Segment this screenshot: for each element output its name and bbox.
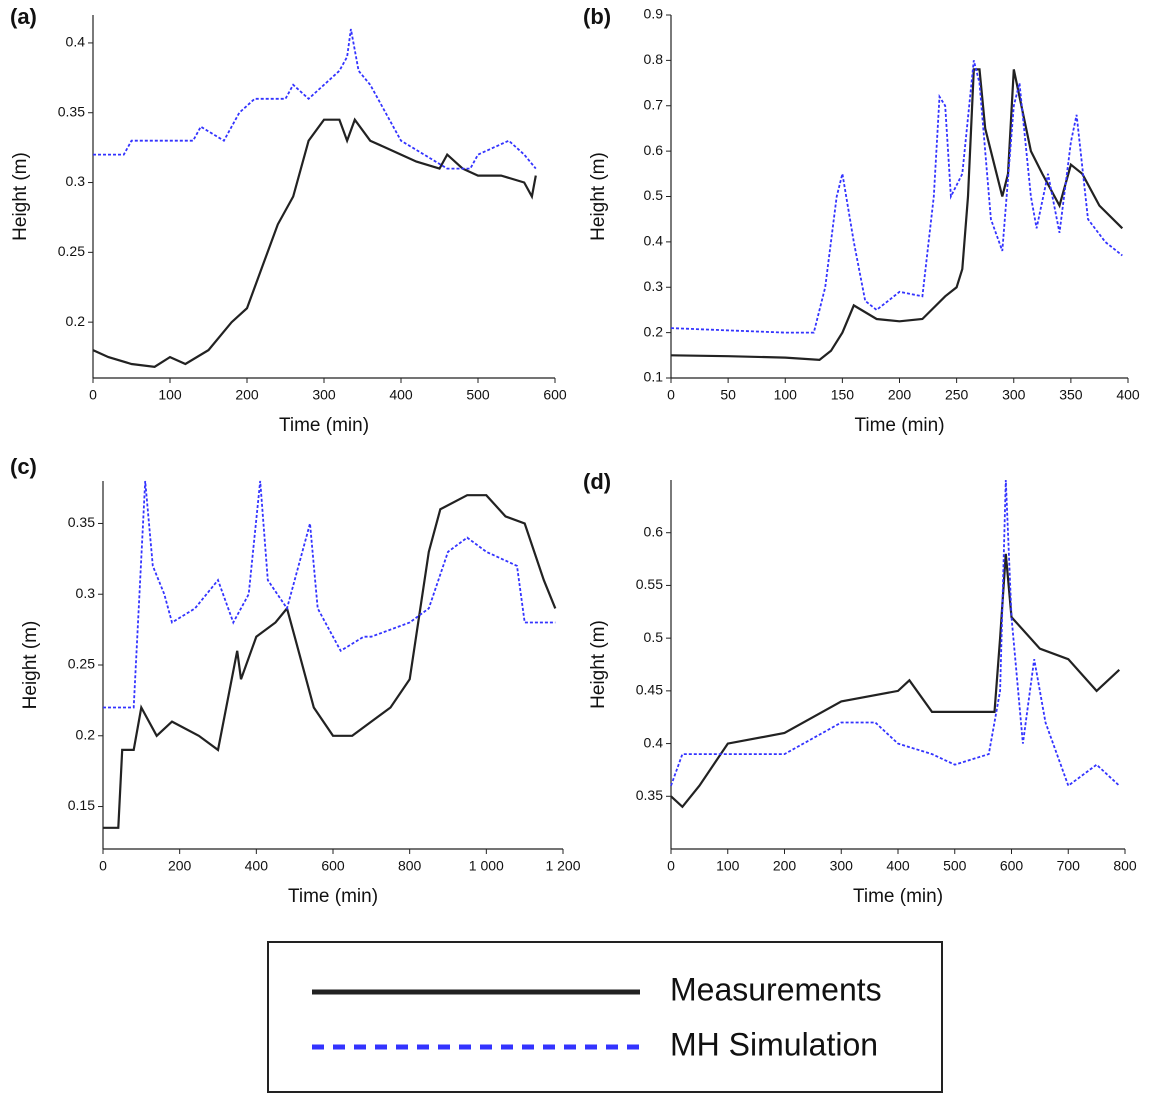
y-tick-label: 0.25 <box>58 243 85 259</box>
x-tick-label: 50 <box>720 387 736 403</box>
x-tick-label: 400 <box>245 858 269 874</box>
x-tick-label: 100 <box>774 387 798 403</box>
y-tick-label: 0.15 <box>68 797 95 813</box>
x-tick-label: 200 <box>773 858 797 874</box>
legend-box <box>267 941 943 1093</box>
y-tick-label: 0.35 <box>58 103 85 119</box>
panel-title: (a) <box>10 4 37 29</box>
y-tick-label: 0.3 <box>66 173 86 189</box>
y-axis-title: Height (m) <box>588 152 609 241</box>
legend-label: MH Simulation <box>670 1026 878 1062</box>
x-tick-label: 0 <box>667 858 675 874</box>
data-line <box>93 28 537 170</box>
y-tick-label: 0.55 <box>636 576 663 592</box>
data-line <box>670 68 1124 362</box>
y-tick-label: 0.9 <box>644 6 664 22</box>
y-tick-label: 0.3 <box>76 585 96 601</box>
y-tick-label: 0.7 <box>644 96 664 112</box>
y-tick-label: 0.2 <box>644 323 664 339</box>
x-tick-label: 500 <box>943 858 967 874</box>
y-tick-label: 0.2 <box>76 726 96 742</box>
x-tick-label: 1 200 <box>545 858 580 874</box>
y-tick-label: 0.2 <box>66 313 86 329</box>
data-line <box>670 553 1121 809</box>
x-tick-label: 0 <box>99 858 107 874</box>
x-tick-label: 700 <box>1057 858 1081 874</box>
x-axis-title: Time (min) <box>288 886 378 907</box>
x-tick-label: 600 <box>543 387 567 403</box>
x-tick-label: 100 <box>158 387 182 403</box>
y-tick-label: 0.6 <box>644 142 664 158</box>
y-tick-label: 0.35 <box>68 514 95 530</box>
y-tick-label: 0.45 <box>636 682 663 698</box>
y-tick-label: 0.4 <box>66 34 86 50</box>
panel-title: (b) <box>583 4 611 29</box>
y-tick-label: 0.35 <box>636 787 663 803</box>
data-line <box>670 479 1120 788</box>
y-tick-label: 0.5 <box>644 187 664 203</box>
x-tick-label: 0 <box>667 387 675 403</box>
data-line <box>92 117 537 368</box>
x-tick-label: 1 000 <box>469 858 504 874</box>
y-tick-label: 0.1 <box>644 369 664 385</box>
panel-title: (d) <box>583 469 611 494</box>
panel-title: (c) <box>10 454 37 479</box>
x-tick-label: 150 <box>831 387 855 403</box>
x-tick-label: 300 <box>1002 387 1026 403</box>
y-tick-label: 0.4 <box>644 734 664 750</box>
x-tick-label: 600 <box>1000 858 1024 874</box>
x-tick-label: 800 <box>398 858 422 874</box>
y-tick-label: 0.4 <box>644 233 664 249</box>
x-tick-label: 400 <box>886 858 910 874</box>
x-tick-label: 400 <box>389 387 413 403</box>
data-line <box>103 494 557 829</box>
x-tick-label: 600 <box>321 858 345 874</box>
data-line <box>670 60 1123 334</box>
x-tick-label: 200 <box>888 387 912 403</box>
x-tick-label: 200 <box>235 387 259 403</box>
y-tick-label: 0.25 <box>68 656 95 672</box>
x-tick-label: 500 <box>466 387 490 403</box>
legend-label: Measurements <box>670 971 882 1007</box>
y-axis-title: Height (m) <box>20 621 41 710</box>
y-tick-label: 0.5 <box>644 629 664 645</box>
x-tick-label: 200 <box>168 858 192 874</box>
y-axis-title: Height (m) <box>10 152 31 241</box>
x-axis-title: Time (min) <box>854 415 944 436</box>
y-tick-label: 0.3 <box>644 278 664 294</box>
x-tick-label: 0 <box>89 387 97 403</box>
x-axis-title: Time (min) <box>279 415 369 436</box>
x-tick-label: 100 <box>716 858 740 874</box>
y-tick-label: 0.6 <box>644 523 664 539</box>
x-tick-label: 300 <box>830 858 854 874</box>
x-tick-label: 350 <box>1059 387 1083 403</box>
x-tick-label: 300 <box>312 387 336 403</box>
data-line <box>103 480 556 709</box>
y-tick-label: 0.8 <box>644 51 664 67</box>
x-tick-label: 800 <box>1113 858 1137 874</box>
x-tick-label: 400 <box>1116 387 1140 403</box>
x-axis-title: Time (min) <box>853 886 943 907</box>
x-tick-label: 250 <box>945 387 969 403</box>
y-axis-title: Height (m) <box>588 620 609 709</box>
